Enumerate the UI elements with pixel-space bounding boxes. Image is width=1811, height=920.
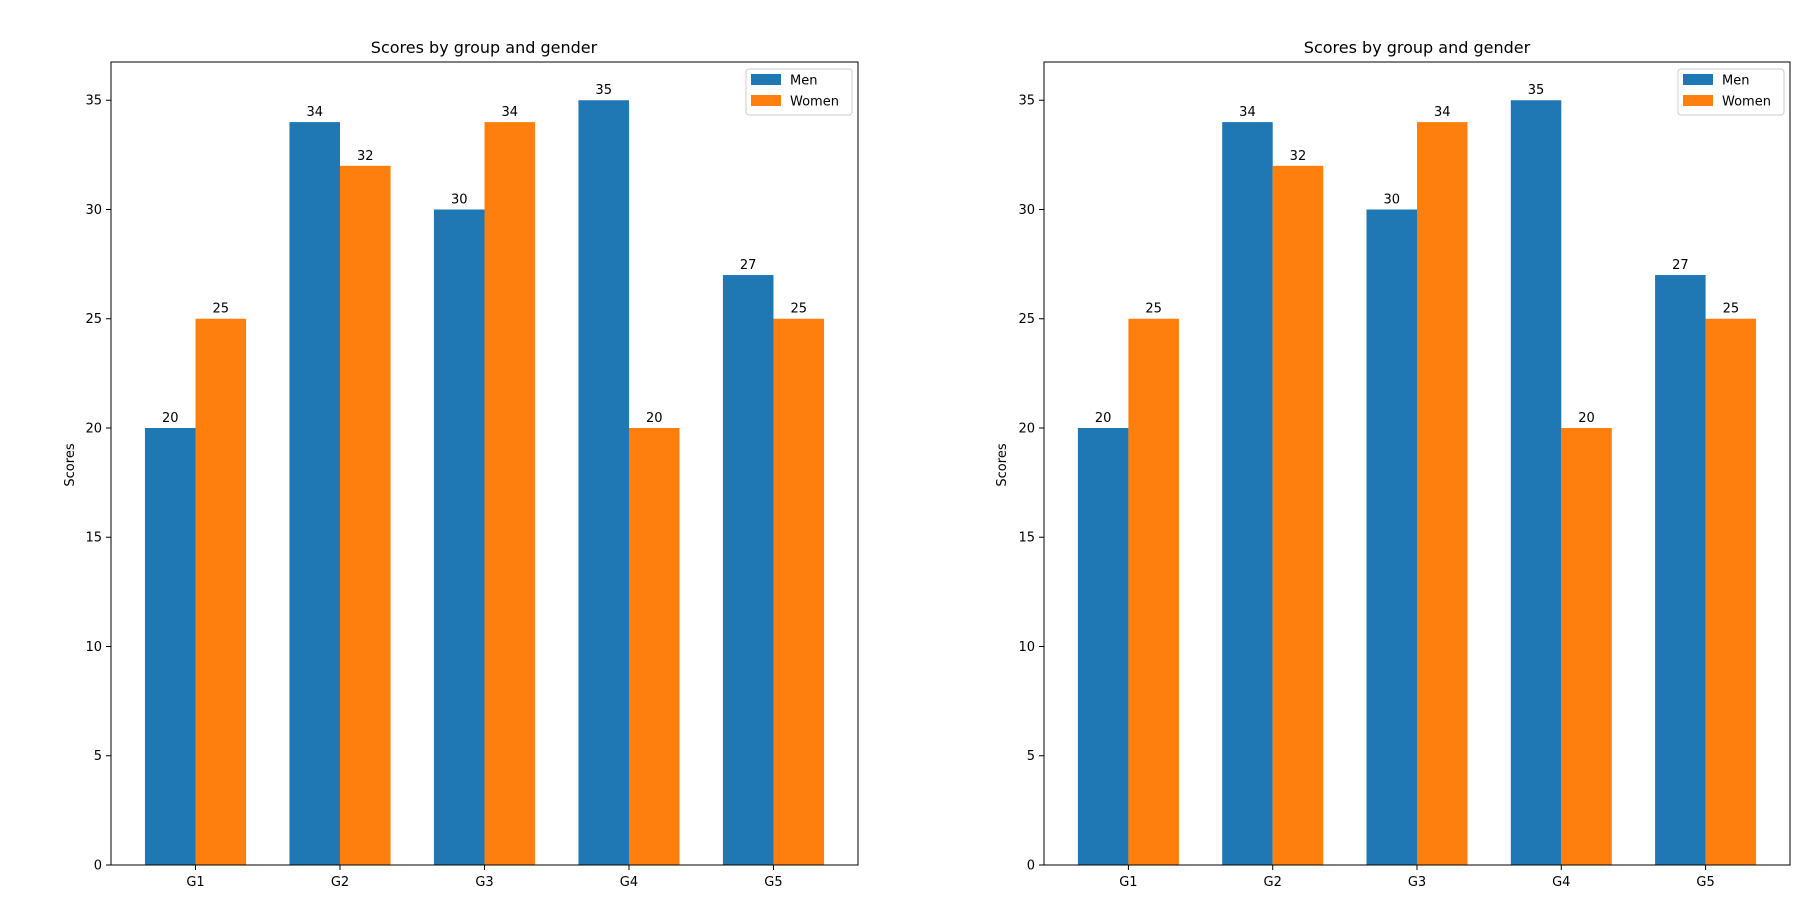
y-tick-label: 20 xyxy=(85,421,102,436)
value-label: 34 xyxy=(1239,105,1256,120)
bar-men-g2 xyxy=(289,122,341,865)
value-label: 32 xyxy=(1290,149,1307,164)
bar-men-g4 xyxy=(1510,100,1562,865)
value-label: 25 xyxy=(1723,302,1740,317)
value-label: 30 xyxy=(1383,192,1400,207)
y-tick-label: 25 xyxy=(1018,312,1035,327)
legend-label-men: Men xyxy=(1722,74,1749,89)
bar-men-g2 xyxy=(1222,122,1273,865)
bar-men-g5 xyxy=(1655,275,1706,866)
y-tick-label: 5 xyxy=(94,749,102,764)
bar-women-g3 xyxy=(484,122,536,865)
x-tick-label: G3 xyxy=(475,875,493,890)
value-label: 27 xyxy=(1672,258,1689,273)
bar-women-g2 xyxy=(1272,165,1324,865)
y-tick-label: 0 xyxy=(1027,859,1035,874)
bar-women-g1 xyxy=(195,318,247,866)
bar-women-g4 xyxy=(1561,427,1612,865)
value-label: 30 xyxy=(451,192,468,207)
bar-men-g1 xyxy=(144,427,196,865)
x-tick-label: G5 xyxy=(764,875,782,890)
value-label: 34 xyxy=(306,105,323,120)
bar-women-g4 xyxy=(628,427,680,865)
bar-women-g2 xyxy=(340,165,391,865)
value-label: 25 xyxy=(213,302,230,317)
y-axis-label: Scores xyxy=(63,443,78,486)
value-label: 35 xyxy=(595,83,612,98)
value-label: 27 xyxy=(740,258,757,273)
legend-swatch-women xyxy=(751,95,781,106)
legend-swatch-men xyxy=(1683,74,1713,85)
plot-area: 20 34 30 35 27 25 32 34 20 25 0 5 10 15 20 25 30 35 G1 G2 G3… xyxy=(85,61,859,890)
x-tick-label: G4 xyxy=(620,875,638,890)
y-tick-label: 30 xyxy=(1018,203,1035,218)
bar-men-g3 xyxy=(433,209,485,865)
y-tick-label: 35 xyxy=(1018,94,1035,109)
y-tick-label: 10 xyxy=(85,640,102,655)
chart-left: Scores by group and gender Scores 20 34 30… xyxy=(63,38,859,890)
value-label: 20 xyxy=(162,411,179,426)
bar-women-g5 xyxy=(773,318,825,866)
y-tick-label: 30 xyxy=(85,203,102,218)
value-label: 35 xyxy=(1528,83,1545,98)
y-tick-label: 35 xyxy=(85,94,102,109)
legend-label-men: Men xyxy=(790,74,817,89)
value-label: 25 xyxy=(1145,302,1162,317)
x-tick-label: G2 xyxy=(1264,875,1282,890)
y-tick-label: 15 xyxy=(85,531,102,546)
value-label: 20 xyxy=(1095,411,1112,426)
x-tick-label: G2 xyxy=(331,875,349,890)
bar-men-g3 xyxy=(1366,209,1417,865)
value-label: 32 xyxy=(357,149,374,164)
y-tick-label: 20 xyxy=(1018,421,1035,436)
legend-label-women: Women xyxy=(790,95,839,110)
y-tick-label: 15 xyxy=(1018,531,1035,546)
bar-women-g3 xyxy=(1417,122,1468,865)
bar-women-g5 xyxy=(1705,318,1757,866)
bar-women-g1 xyxy=(1128,318,1179,866)
y-tick-label: 25 xyxy=(85,312,102,327)
chart-title: Scores by group and gender xyxy=(1304,38,1531,57)
value-label: 34 xyxy=(1434,105,1451,120)
bar-men-g1 xyxy=(1077,427,1129,865)
legend-swatch-men xyxy=(751,74,781,85)
y-axis-label: Scores xyxy=(995,443,1010,486)
legend-label-women: Women xyxy=(1722,95,1771,110)
value-label: 25 xyxy=(790,302,807,317)
x-tick-label: G1 xyxy=(1119,875,1137,890)
bar-men-g4 xyxy=(578,100,629,865)
x-tick-label: G3 xyxy=(1408,875,1426,890)
bar-men-g5 xyxy=(722,275,774,866)
plot-area: 20 34 30 35 27 25 32 34 20 25 0 5 10 15 20 25 30 35 G1 G2 G3… xyxy=(1018,61,1791,890)
value-label: 20 xyxy=(646,411,663,426)
x-tick-label: G5 xyxy=(1696,875,1714,890)
x-tick-label: G4 xyxy=(1552,875,1570,890)
y-tick-label: 5 xyxy=(1027,749,1035,764)
y-tick-label: 10 xyxy=(1018,640,1035,655)
value-label: 34 xyxy=(502,105,519,120)
chart-title: Scores by group and gender xyxy=(371,38,598,57)
x-tick-label: G1 xyxy=(186,875,204,890)
chart-right: Scores by group and gender Scores 20 34 30… xyxy=(995,38,1791,890)
legend-swatch-women xyxy=(1683,95,1713,106)
y-tick-label: 0 xyxy=(94,859,102,874)
value-label: 20 xyxy=(1578,411,1595,426)
